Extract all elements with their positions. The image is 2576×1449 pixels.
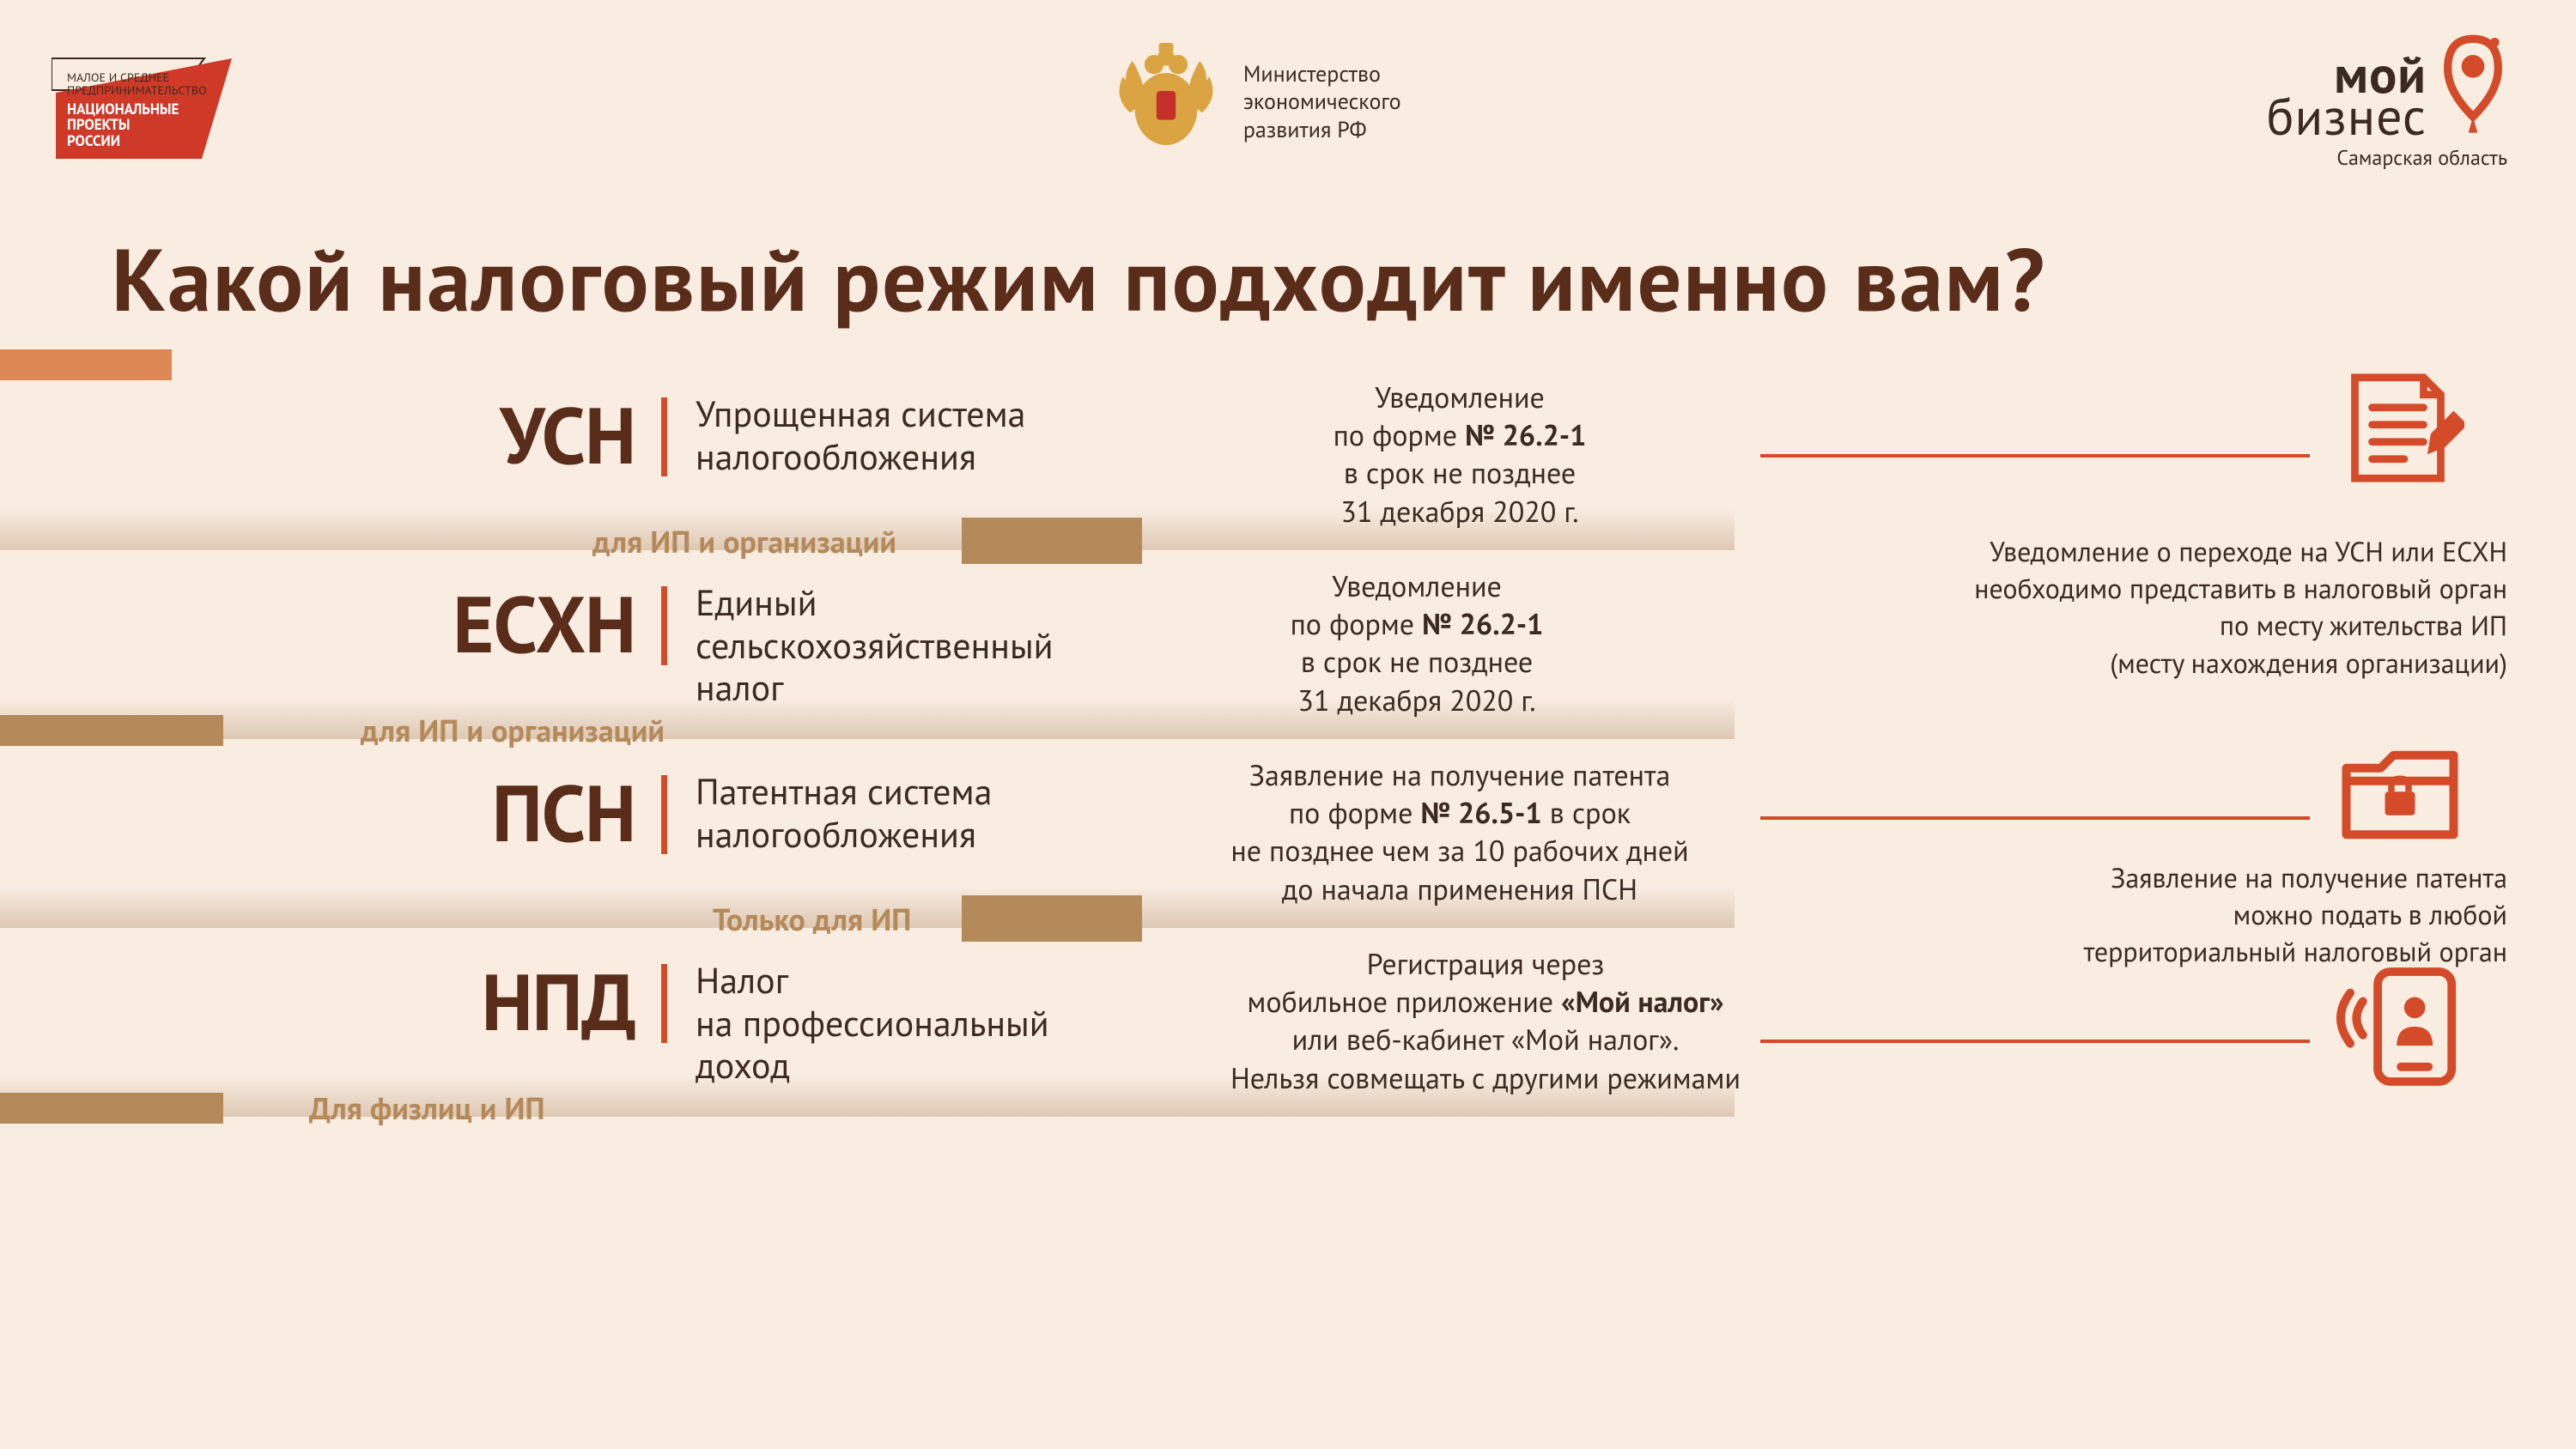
full-name: Патентная система налогообложения [696,770,992,855]
mb-region: Самарская область [2336,144,2507,171]
np-subtitle: МАЛОЕ И СРЕДНЕЕ ПРЕДПРИНИМАТЕЛЬСТВО [67,71,207,98]
folder-icon [2336,731,2464,855]
divider [661,775,667,854]
full-name: Упрощенная система налогообложения [696,392,1026,477]
full-name: Единый сельскохозяйственный налог [696,581,1054,709]
mb-bottom: бизнес [2266,95,2427,137]
regime-row-usn: УСН Упрощенная система налогообложения У… [112,361,1735,550]
pin-icon [2439,34,2507,137]
page-title: Какой налоговый режим подходит именно ва… [0,188,2576,361]
header: МАЛОЕ И СРЕДНЕЕ ПРЕДПРИНИМАТЕЛЬСТВО НАЦИ… [0,0,2576,188]
mobile-app-icon [2327,962,2464,1095]
regime-row-psn: ПСН Патентная система налогообложения За… [112,739,1735,928]
tag-label: Для физлиц и ИП [309,1088,544,1128]
ministry-label: Министерство экономического развития РФ [1243,61,1401,145]
divider [661,964,667,1043]
info-text-psn: Заявление на получение патента можно под… [1889,859,2507,971]
logo-national-projects: МАЛОЕ И СРЕДНЕЕ ПРЕДПРИНИМАТЕЛЬСТВО НАЦИ… [52,43,240,163]
logo-moibiznes: мой бизнес Самарская область [2266,34,2507,171]
shelf-line [1760,816,2310,820]
info-text-usn-eshn: Уведомление о переходе на УСН или ЕСХН н… [1803,533,2507,682]
details: Уведомление по форме № 26.2-1 в срок не … [1142,567,1692,719]
shelf-line [1760,1040,2310,1043]
logo-ministry: Министерство экономического развития РФ [1106,43,1401,163]
details: Уведомление по форме № 26.2-1 в срок не … [1185,379,1735,530]
right-column: Уведомление о переходе на УСН или ЕСХН н… [1760,361,2507,1117]
left-column: УСН Упрощенная система налогообложения У… [112,361,1735,1117]
acronym: ЕСХН [453,573,635,675]
shelf-line [1760,454,2310,458]
acronym: НПД [482,950,635,1052]
divider [661,397,667,476]
full-name: Налог на профессиональный доход [696,959,1049,1087]
acronym: ПСН [492,761,635,864]
divider [661,586,667,665]
acronym: УСН [500,384,635,486]
document-icon [2336,370,2464,494]
np-title: НАЦИОНАЛЬНЫЕ ПРОЕКТЫ РОССИИ [67,101,179,149]
details: Заявление на получение патента по форме … [1185,756,1735,908]
regime-row-eshn: ЕСХН Единый сельскохозяйственный налог У… [112,550,1735,739]
details: Регистрация через мобильное приложение «… [1185,945,1786,1097]
coat-of-arms-icon [1106,43,1226,163]
